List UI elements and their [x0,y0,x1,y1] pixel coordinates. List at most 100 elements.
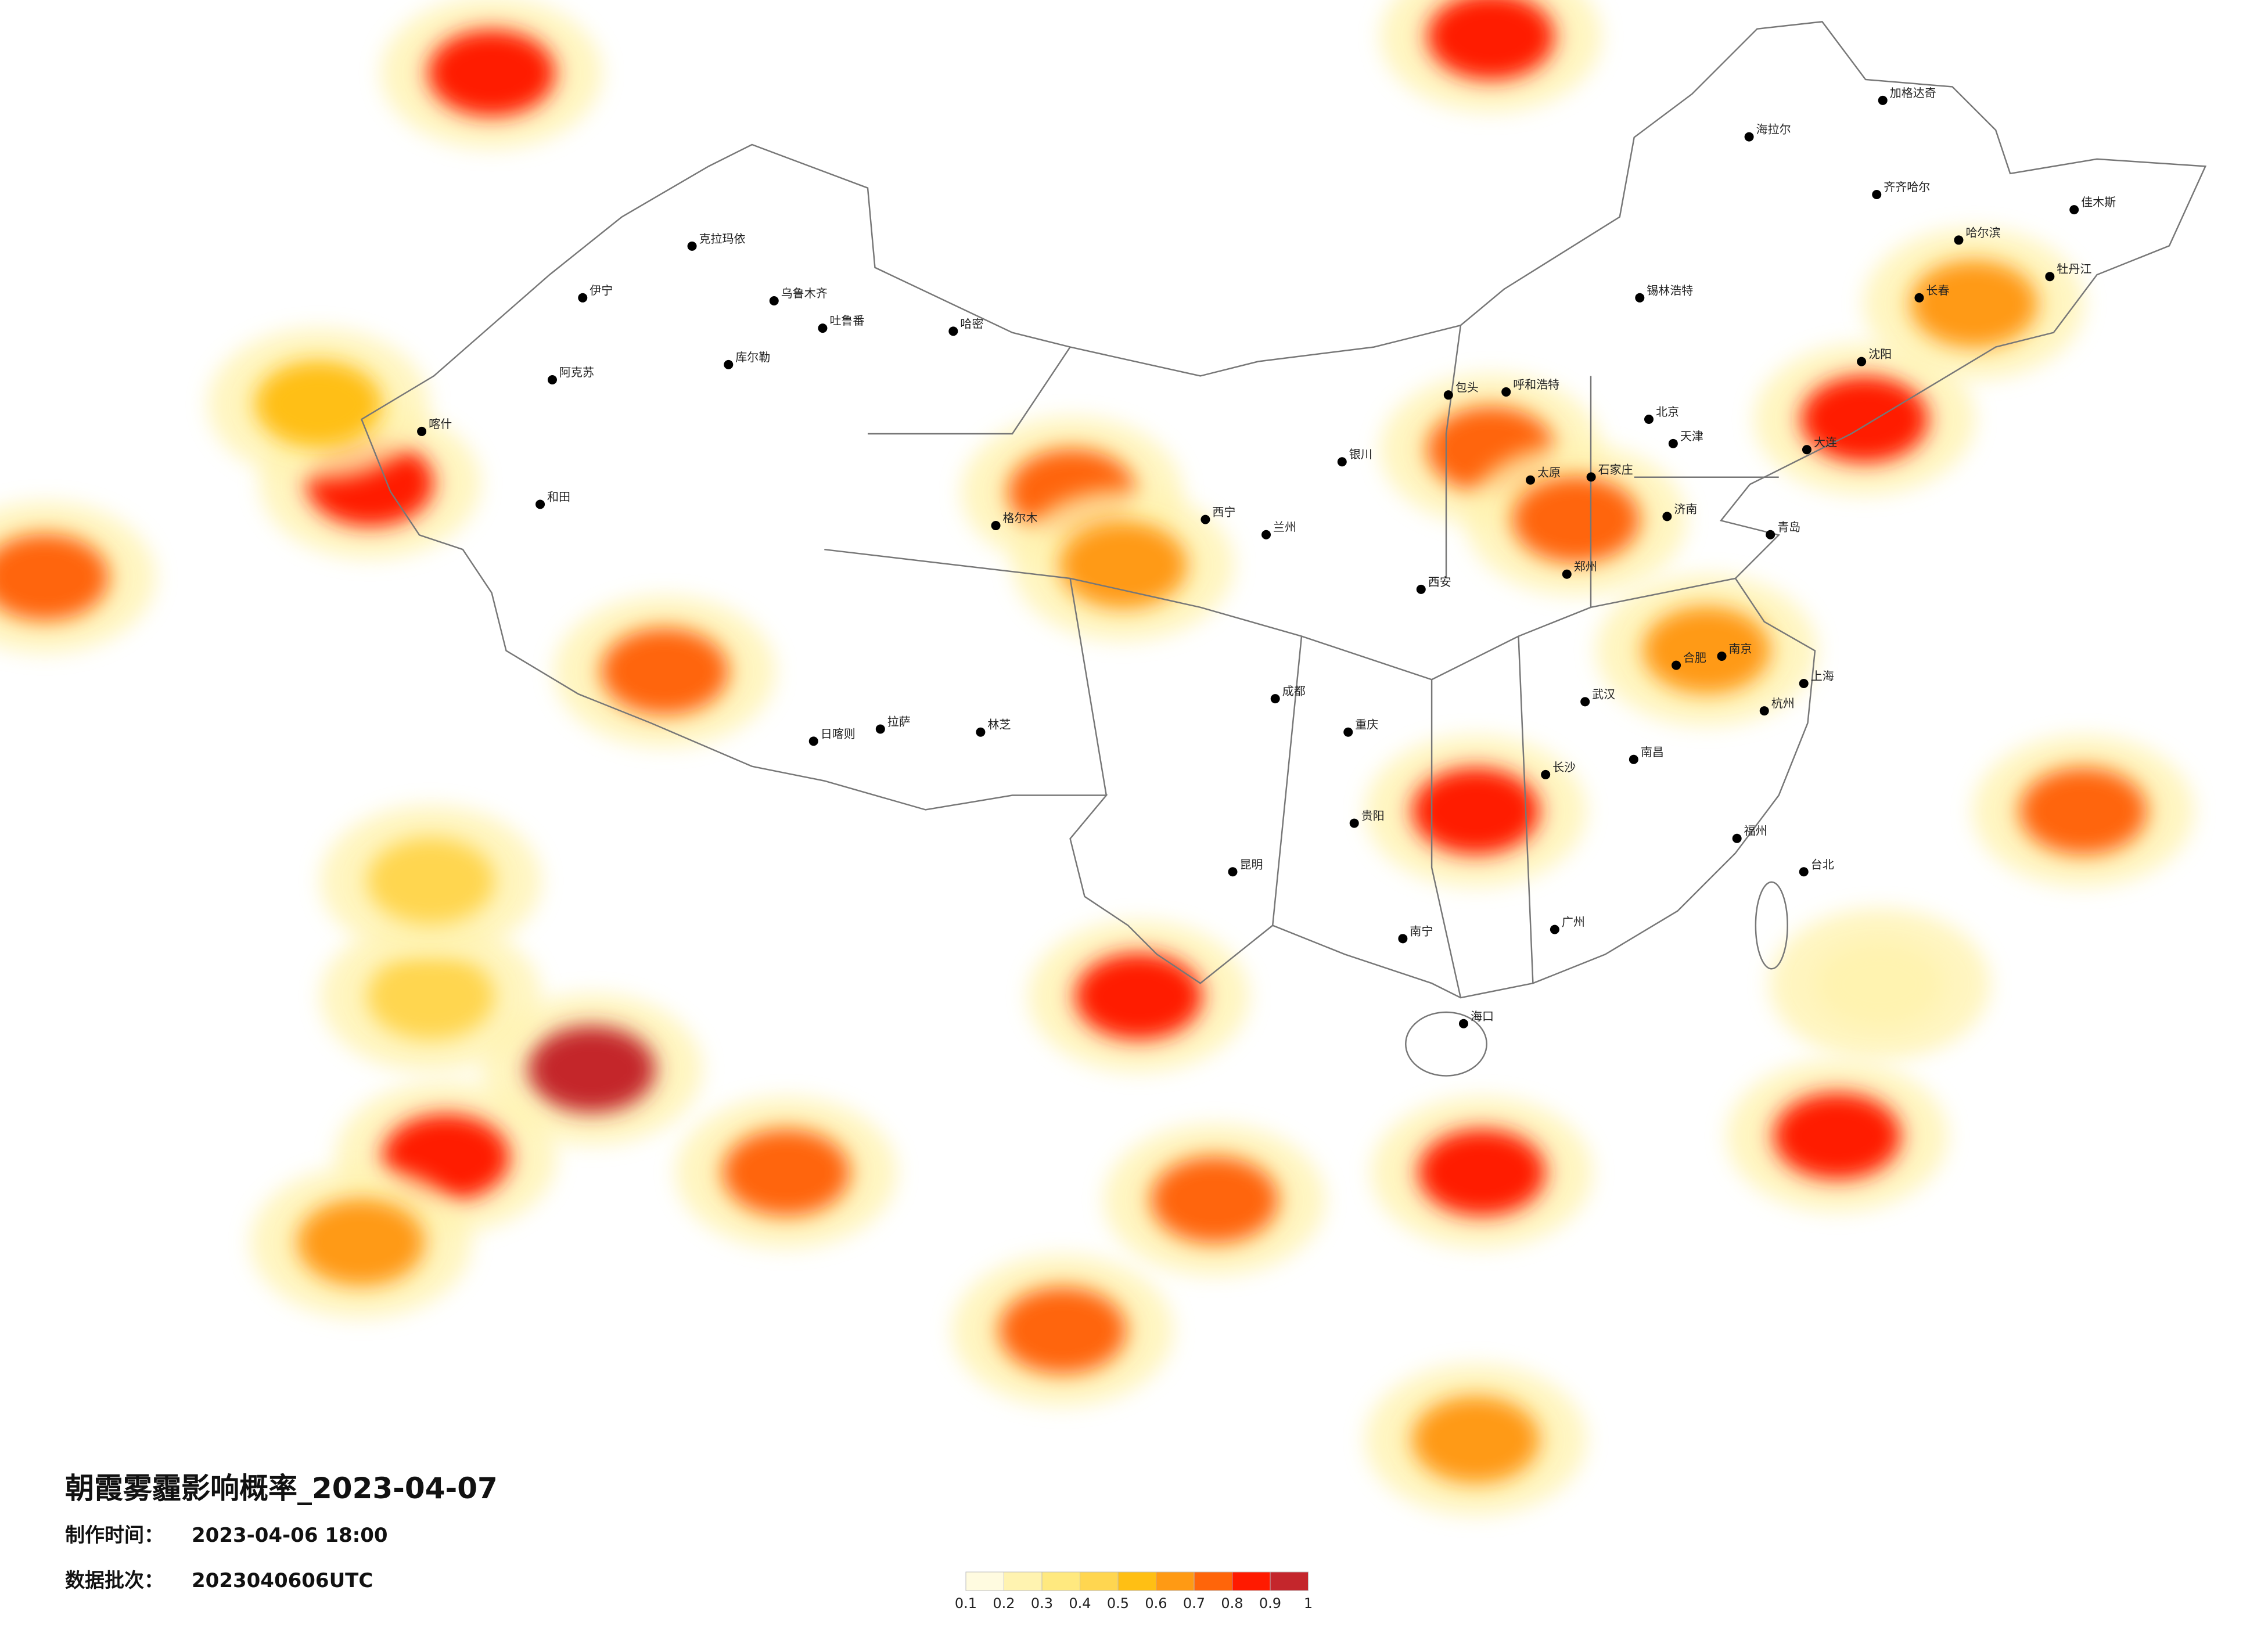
city-label: 长春 [1926,283,1949,297]
city-dot [1644,415,1654,424]
city-label: 贵阳 [1361,809,1385,823]
taiwan [1755,881,1788,970]
city-label: 重庆 [1355,718,1378,732]
colorbar-tick: 0.6 [1145,1595,1167,1611]
city-dot [1629,754,1638,764]
haze-patch [1418,1129,1546,1217]
colorbar-swatch [1004,1571,1043,1591]
city-label: 青岛 [1777,520,1800,534]
haze-patch [527,1026,656,1113]
colorbar-swatch [1156,1571,1195,1591]
colorbar-swatch [1080,1571,1119,1591]
city-label: 齐齐哈尔 [1884,180,1930,194]
haze-patch [0,533,109,621]
city-dot [1802,445,1811,455]
colorbar-tick: 0.3 [1031,1595,1053,1611]
city-label: 太原 [1537,466,1561,480]
city-dot [1337,457,1347,467]
city-dot [1398,934,1408,944]
city-dot [1270,694,1280,704]
made-time: 2023-04-06 18:00 [192,1524,388,1547]
haze-patch [1427,0,1555,80]
colorbar-tick: 0.9 [1259,1595,1281,1611]
city-label: 锡林浩特 [1647,283,1693,297]
city-dot [1799,679,1809,689]
haze-patch [1059,521,1188,609]
city-dot [1343,727,1353,737]
city-dot [875,724,885,734]
city-dot [948,326,958,336]
city-label: 福州 [1744,824,1767,838]
city-dot [1261,530,1271,539]
city-label: 海拉尔 [1756,123,1791,136]
city-dot [1228,867,1238,877]
city-dot [1526,475,1536,485]
city-dot [769,296,779,306]
city-label: 西安 [1428,575,1451,589]
city-dot [1872,189,1882,199]
colorbar-tick: 0.1 [955,1595,977,1611]
city-label: 西宁 [1212,505,1235,519]
city-dot [547,375,557,385]
city-label: 和田 [547,490,570,503]
city-label: 南昌 [1641,745,1664,759]
city-dot [1857,357,1867,366]
map-title: 朝霞雾霾影响概率_2023-04-07 [65,1472,498,1505]
city-label: 上海 [1811,669,1834,683]
city-label: 哈密 [960,316,983,330]
city-label: 库尔勒 [735,350,770,364]
china-outline [360,21,2207,999]
colorbar-swatch [1270,1571,1309,1591]
haze-patch [1411,767,1540,855]
city-label: 喀什 [429,417,452,431]
haze-patch [1411,1396,1540,1484]
city-dot [1954,235,1964,245]
made-label: 制作时间： [65,1524,164,1547]
city-dot [2045,272,2055,282]
city-dot [1580,697,1590,707]
city-dot [1550,924,1559,934]
batch: 2023040606UTC [192,1569,373,1592]
city-label: 银川 [1349,447,1372,461]
city-label: 武汉 [1592,687,1615,701]
city-label: 包头 [1455,380,1479,394]
city-label: 南京 [1729,642,1752,656]
colorbar-tick: 0.4 [1069,1595,1091,1611]
haze-patch [1151,1156,1279,1244]
city-label: 克拉玛依 [699,232,746,246]
city-label: 广州 [1562,915,1585,929]
colorbar-tick: 0.8 [1221,1595,1243,1611]
city-label: 日喀则 [821,726,856,740]
city-label: 乌鲁木齐 [781,286,828,300]
colorbar-swatch [965,1571,1004,1591]
haze-layer [0,0,2194,1516]
colorbar-swatch [1117,1571,1156,1591]
batch-label: 数据批次： [65,1569,164,1592]
haze-patch [601,628,729,715]
colorbar-swatch [1232,1571,1271,1591]
haze-patch [1800,376,1929,463]
city-dot [1349,818,1359,828]
city-dot [1416,584,1426,594]
city-dot [1878,95,1888,105]
city-label: 南宁 [1410,924,1433,938]
city-dot [1744,132,1754,142]
haze-patch [366,952,495,1040]
city-dot [818,323,828,333]
city-label: 台北 [1811,857,1834,871]
city-label: 合肥 [1683,651,1706,665]
city-dot [417,426,427,436]
city-label: 石家庄 [1598,462,1633,476]
city-dot [535,499,545,509]
haze-patch [366,837,495,924]
haze-patch [1816,940,1944,1028]
city-dot [1443,390,1453,400]
colorbar-tick: 0.5 [1107,1595,1129,1611]
city-label: 兰州 [1273,520,1296,534]
borders [360,21,2207,1077]
city-dot [1501,387,1511,397]
city-label: 昆明 [1239,857,1263,871]
city-label: 牡丹江 [2057,262,2091,276]
city-label: 沈阳 [1868,347,1892,361]
